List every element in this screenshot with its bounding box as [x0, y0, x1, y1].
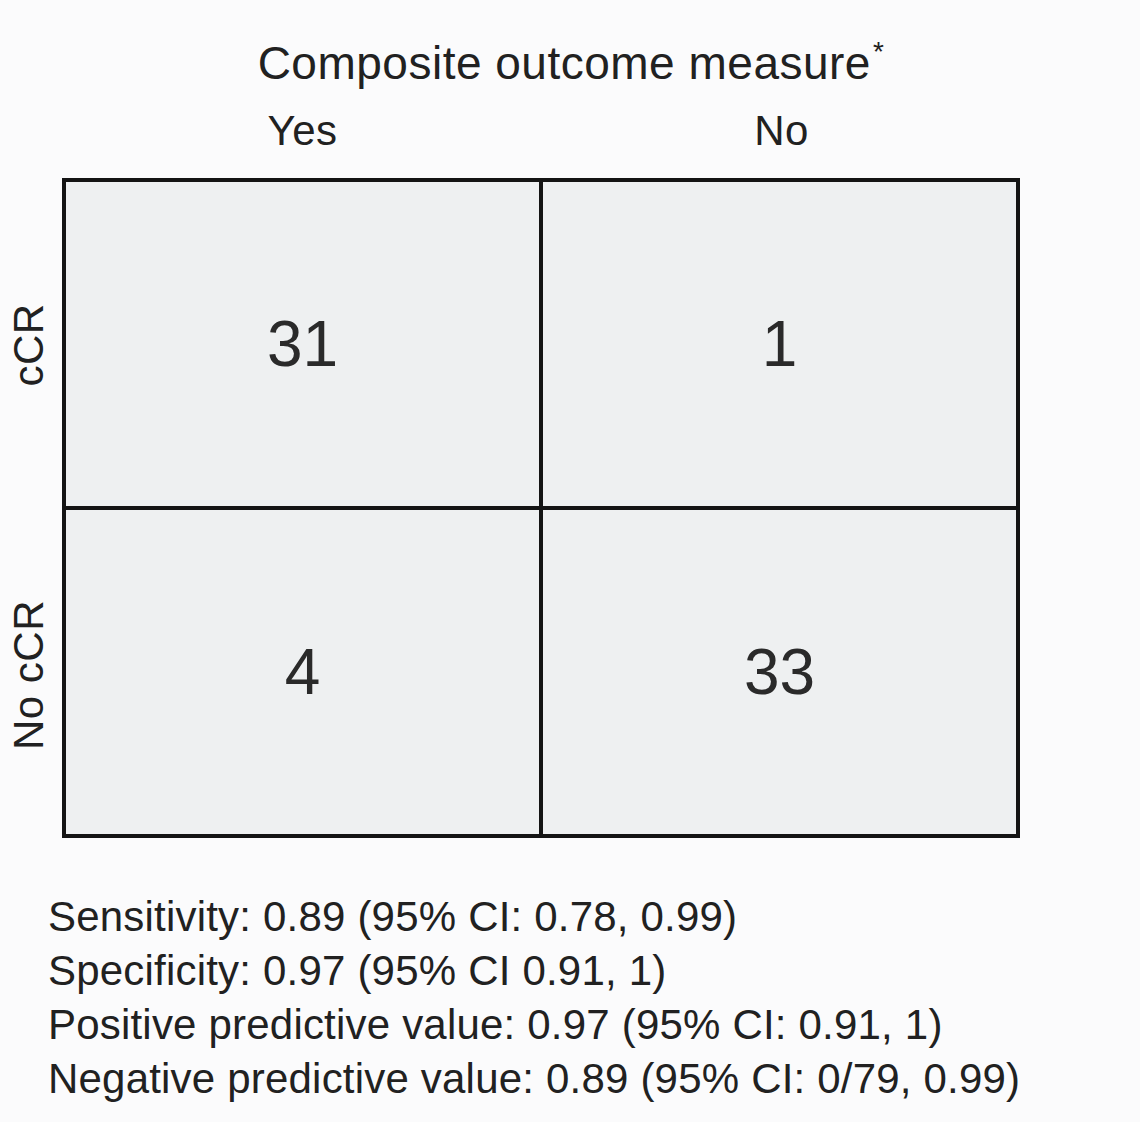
title-asterisk: *: [873, 36, 884, 67]
cell-ccr-yes: 31: [66, 182, 539, 506]
matrix-grid: 31 1 4 33: [62, 178, 1020, 838]
column-header-no: No: [543, 106, 1020, 156]
stat-specificity: Specificity: 0.97 (95% CI 0.91, 1): [48, 944, 1128, 998]
confusion-matrix-figure: Composite outcome measure* Yes No cCR No…: [0, 0, 1140, 1122]
statistics-block: Sensitivity: 0.89 (95% CI: 0.78, 0.99) S…: [48, 890, 1128, 1106]
row-header-no-ccr-label: No cCR: [5, 600, 53, 750]
row-header-ccr: cCR: [0, 182, 58, 508]
stat-negative-predictive-value: Negative predictive value: 0.89 (95% CI:…: [48, 1052, 1128, 1106]
cell-no-ccr-no: 33: [543, 510, 1016, 834]
column-header-yes: Yes: [62, 106, 543, 156]
cell-no-ccr-yes: 4: [66, 510, 539, 834]
row-header-no-ccr: No cCR: [0, 512, 58, 838]
row-header-ccr-label: cCR: [5, 303, 53, 386]
figure-title: Composite outcome measure*: [0, 26, 1140, 91]
stat-positive-predictive-value: Positive predictive value: 0.97 (95% CI:…: [48, 998, 1128, 1052]
figure-title-text: Composite outcome measure: [258, 37, 871, 89]
cell-ccr-no: 1: [543, 182, 1016, 506]
stat-sensitivity: Sensitivity: 0.89 (95% CI: 0.78, 0.99): [48, 890, 1128, 944]
